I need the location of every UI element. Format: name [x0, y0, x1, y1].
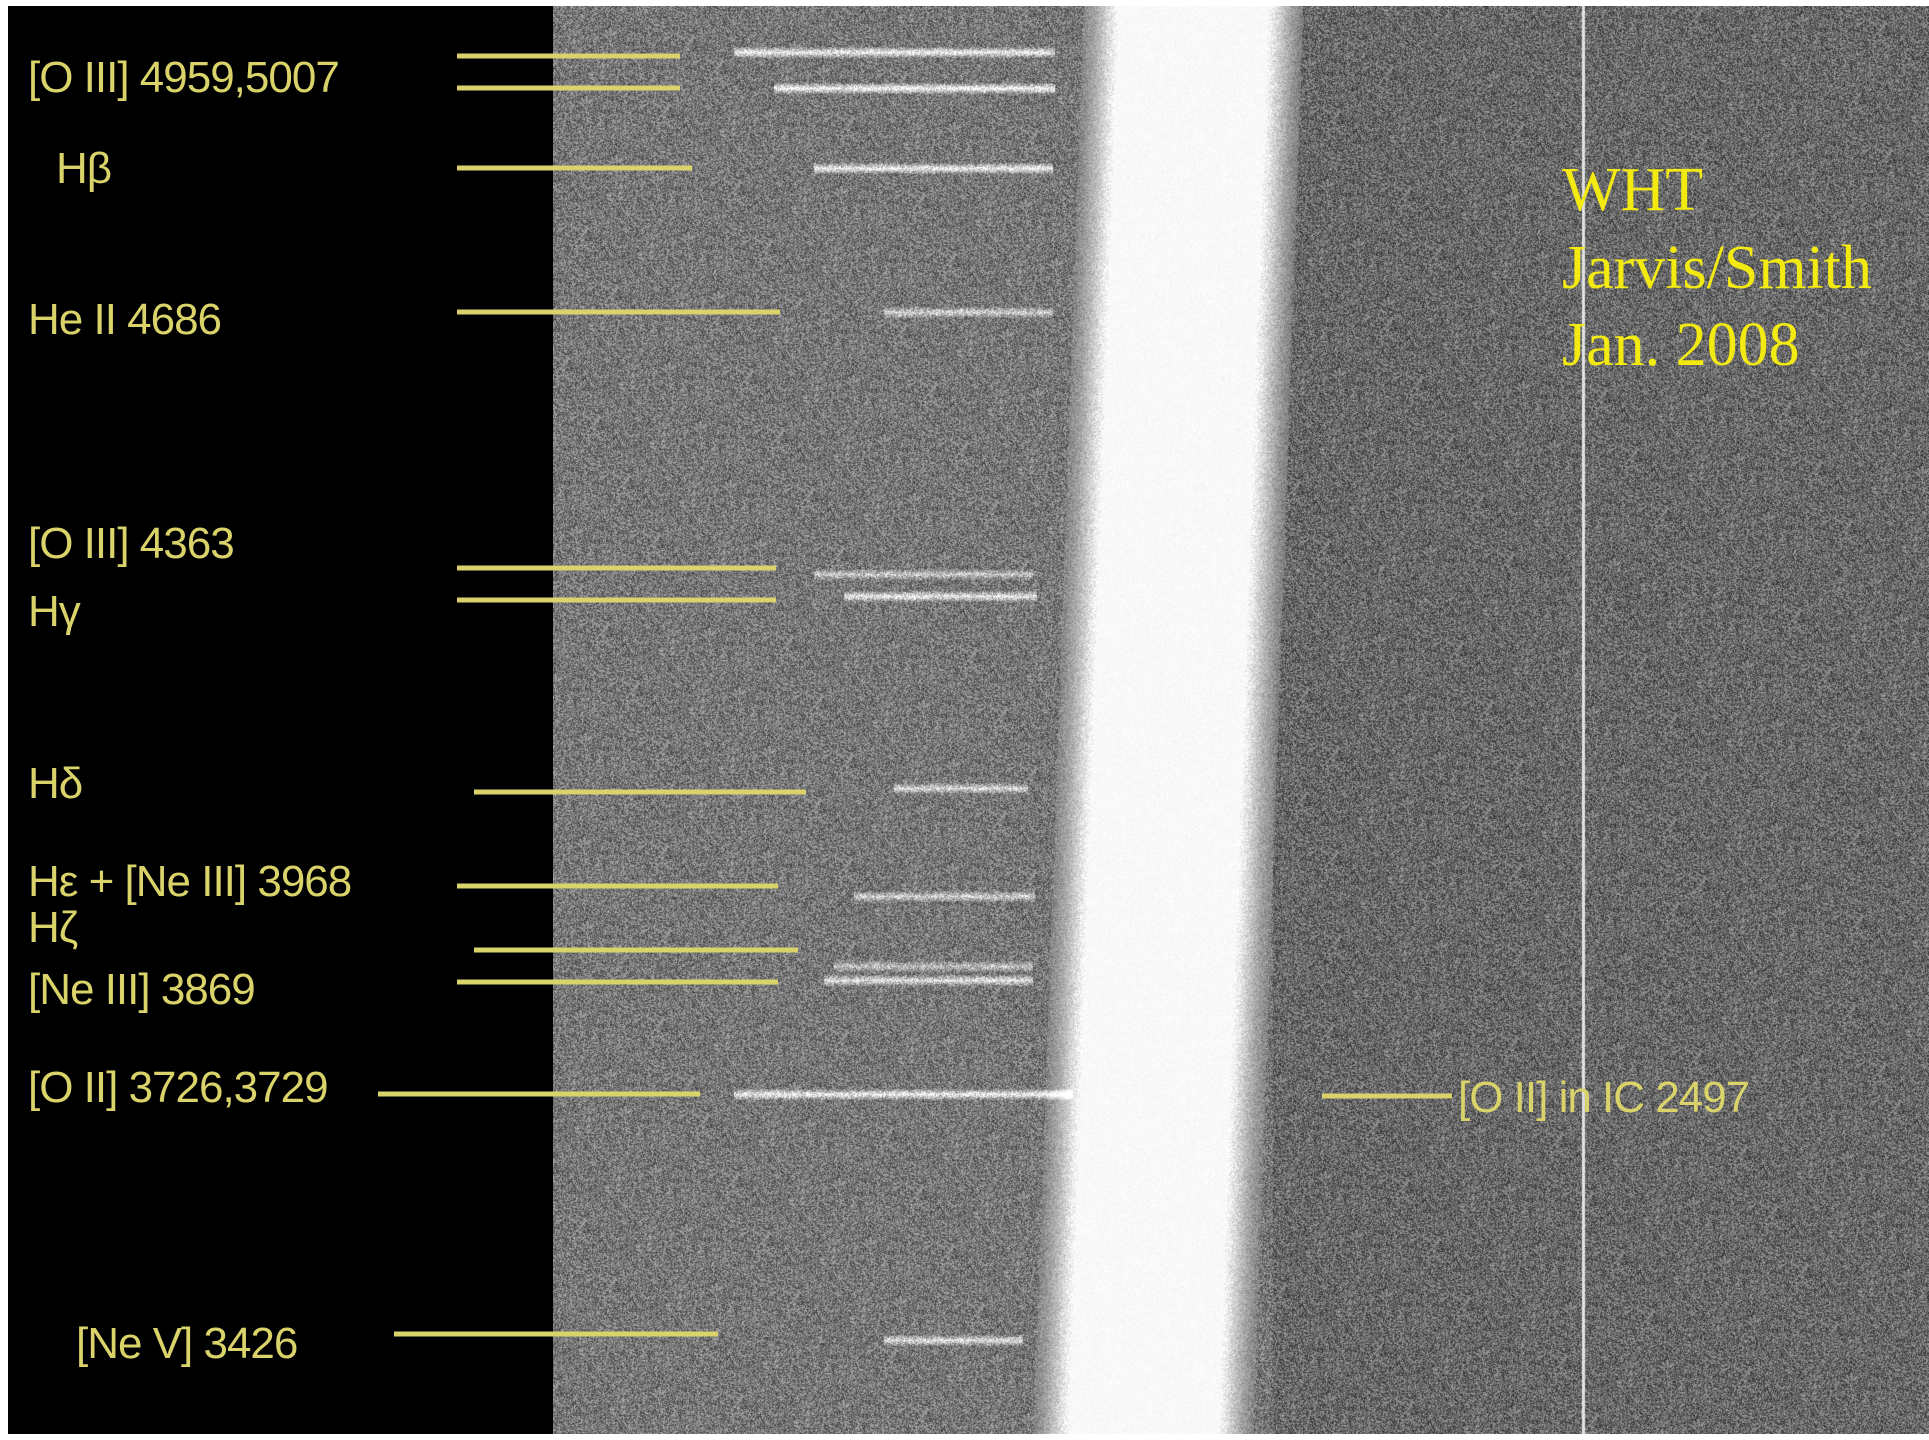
hepsilon-neiii-3968-label: Hε + [Ne III] 3968 [28, 857, 351, 906]
credit-telescope: WHT [1562, 156, 1703, 224]
heii-4686-label: He II 4686 [28, 295, 221, 344]
credit-observers: Jarvis/Smith [1562, 234, 1872, 302]
hdelta-label: Hδ [28, 759, 82, 808]
oii-3726-3729-label: [O II] 3726,3729 [28, 1063, 328, 1112]
hbeta-label: Hβ [56, 144, 111, 193]
hzeta-label: Hζ [28, 903, 78, 952]
neiii-3869-label: [Ne III] 3869 [28, 965, 255, 1014]
ic2497-oii-label: [O II] in IC 2497 [1458, 1073, 1749, 1122]
credit-date: Jan. 2008 [1562, 311, 1800, 379]
oiii-4959-5007-label: [O III] 4959,5007 [28, 53, 339, 102]
hgamma-label: Hγ [28, 587, 81, 636]
nev-3426-label: [Ne V] 3426 [76, 1319, 297, 1368]
label-panel [8, 6, 553, 1434]
spectrum-image [553, 6, 1929, 1434]
oiii-4363-label: [O III] 4363 [28, 519, 234, 568]
